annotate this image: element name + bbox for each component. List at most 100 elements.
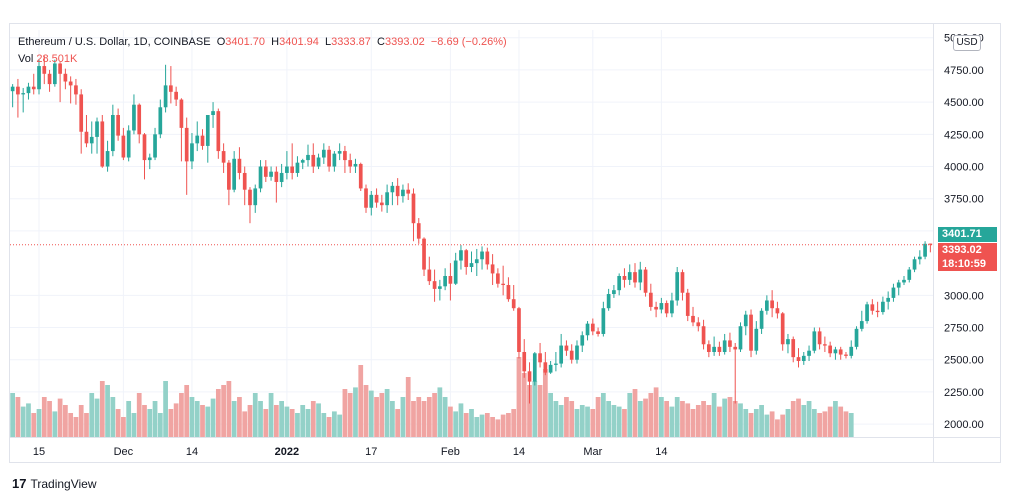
volume-bar (121, 417, 126, 437)
volume-bar (542, 369, 548, 437)
candle-body (448, 276, 453, 284)
candle-body (58, 63, 62, 74)
volume-bar (600, 393, 606, 437)
candle-body (780, 313, 785, 345)
candle-body (158, 107, 163, 135)
volume-bar (52, 411, 58, 437)
volume-bar (157, 413, 163, 437)
tradingview-brand[interactable]: 17 TradingView (12, 476, 97, 491)
close-value: 3393.02 (384, 36, 425, 48)
volume-bar (732, 401, 738, 437)
volume-bar (289, 409, 295, 437)
candle-body (564, 345, 569, 351)
volume-bar (833, 401, 838, 437)
volume-bar (295, 413, 300, 437)
candle-body (733, 346, 738, 350)
currency-button[interactable]: USD (953, 35, 981, 51)
volume-bar (300, 405, 306, 437)
volume-bar (479, 414, 485, 437)
candle-body (759, 310, 764, 329)
candle-body (285, 166, 289, 173)
volume-bar (822, 411, 828, 437)
volume-bar (648, 393, 654, 437)
volume-bar (653, 387, 659, 437)
candle-body (886, 297, 891, 302)
volume-bar (368, 390, 374, 437)
volume-label[interactable]: Vol (18, 53, 34, 65)
volume-bar (553, 401, 559, 437)
volume-bar (564, 397, 569, 437)
volume-bar (637, 401, 643, 437)
candle-body (401, 189, 405, 197)
volume-bar (189, 397, 195, 437)
volume-bar (548, 393, 553, 437)
candle-body (517, 308, 521, 352)
volume-bar (305, 409, 311, 437)
volume-bar (416, 397, 422, 437)
volume-bar (695, 405, 701, 437)
symbol-title[interactable]: Ethereum / U.S. Dollar, 1D, COINBASE (18, 36, 211, 48)
candle-body (369, 194, 374, 208)
chart-frame[interactable] (9, 23, 1001, 463)
volume-bar (41, 397, 47, 437)
candle-body (633, 272, 637, 283)
volume-bar (358, 365, 364, 437)
candle-body (606, 294, 611, 309)
volume-bar (458, 403, 464, 437)
volume-bar (252, 393, 258, 437)
candle-body (765, 300, 769, 311)
candle-body (712, 346, 716, 352)
candle-body (443, 276, 447, 287)
y-tick-label: 2750.00 (944, 323, 984, 335)
volume-bar (73, 417, 79, 437)
volume-bar (205, 406, 211, 437)
candle-body (242, 172, 247, 190)
candle-body (190, 143, 194, 162)
candle-body (16, 86, 20, 95)
volume-bar (722, 398, 728, 437)
candle-body (791, 339, 796, 358)
candle-body (200, 135, 205, 146)
volume-bar (215, 389, 221, 437)
candle-body (817, 331, 822, 345)
volume-bar (674, 397, 680, 437)
candle-body (801, 355, 806, 362)
candle-body (796, 357, 801, 362)
candle-body (300, 160, 305, 163)
volume-bar (342, 389, 348, 437)
candle-body (596, 331, 600, 334)
x-tick-label: 14 (186, 446, 198, 458)
volume-bar (632, 389, 638, 437)
candle-body (459, 250, 463, 261)
candle-body (538, 353, 542, 363)
candle-body (870, 304, 875, 311)
volume-bar (817, 413, 822, 437)
candle-body (21, 93, 26, 95)
volume-bar (242, 411, 248, 437)
volume-bar (769, 411, 775, 437)
volume-bar (643, 398, 648, 437)
volume-bar (126, 401, 132, 437)
volume-bar (453, 411, 459, 437)
volume-bar (173, 403, 179, 437)
candle-body (279, 172, 284, 182)
candle-body (95, 121, 99, 137)
candle-body (37, 66, 41, 90)
volume-bar (200, 405, 205, 437)
volume-bar (484, 413, 490, 437)
candle-body (395, 185, 400, 197)
candle-body (316, 157, 321, 167)
y-tick-label: 2500.00 (944, 355, 984, 367)
candle-body (184, 127, 189, 162)
y-tick-label: 3750.00 (944, 194, 984, 206)
candle-body (849, 346, 854, 356)
close-label: C (377, 36, 385, 48)
volume-bar (426, 397, 432, 437)
change-value: −8.69 (−0.26%) (430, 36, 507, 48)
volume-bar (448, 406, 453, 437)
volume-bar (685, 403, 691, 437)
volume-bar (516, 357, 522, 437)
volume-bar (316, 403, 321, 437)
candle-body (205, 115, 210, 146)
